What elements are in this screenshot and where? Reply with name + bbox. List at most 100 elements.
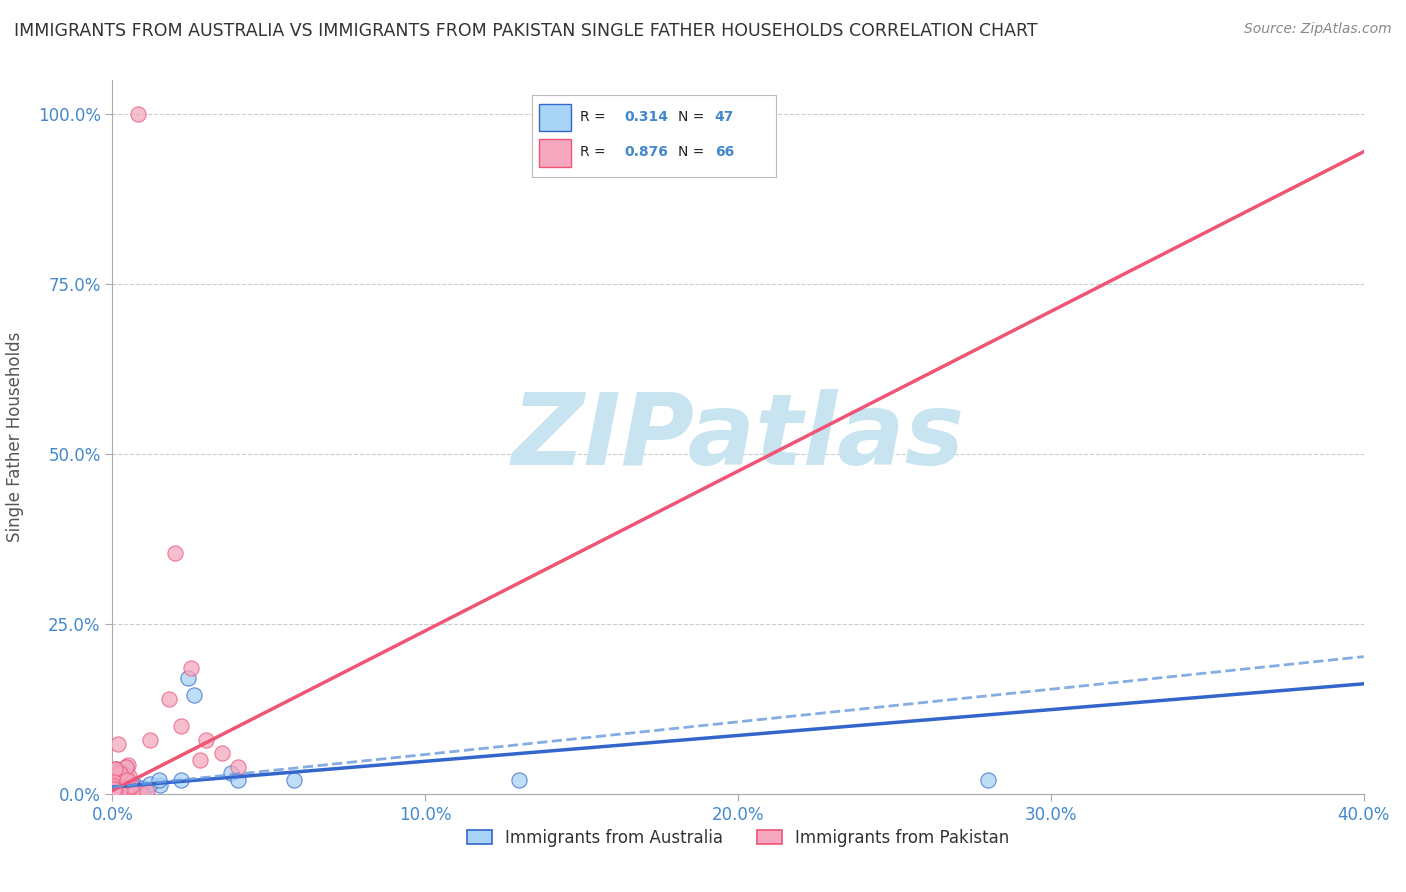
Point bbox=[112, 780, 135, 795]
Point bbox=[104, 785, 127, 799]
Point bbox=[977, 773, 1000, 788]
Point bbox=[114, 786, 136, 800]
Point bbox=[115, 759, 138, 773]
Point bbox=[508, 773, 530, 788]
Point bbox=[128, 786, 150, 800]
Point bbox=[128, 783, 150, 797]
Point bbox=[104, 785, 127, 799]
Point bbox=[110, 786, 132, 800]
Point bbox=[226, 760, 249, 774]
Point bbox=[104, 772, 127, 786]
Point bbox=[115, 776, 138, 790]
Point bbox=[103, 781, 125, 796]
Point bbox=[110, 781, 132, 796]
Point bbox=[110, 781, 132, 796]
Point bbox=[104, 762, 127, 776]
Point bbox=[117, 786, 139, 800]
Point bbox=[103, 777, 125, 791]
Point bbox=[124, 781, 146, 796]
Point bbox=[104, 780, 127, 795]
Point bbox=[148, 773, 170, 788]
Point bbox=[183, 689, 205, 703]
Point bbox=[170, 719, 193, 733]
Point bbox=[110, 767, 132, 781]
Point bbox=[283, 773, 305, 788]
Point bbox=[103, 782, 125, 797]
Point bbox=[107, 772, 129, 786]
Point bbox=[104, 762, 127, 776]
Point bbox=[110, 782, 132, 797]
Point bbox=[149, 778, 172, 792]
Point bbox=[136, 785, 159, 799]
Point bbox=[105, 781, 128, 796]
Point bbox=[111, 777, 134, 791]
Text: Source: ZipAtlas.com: Source: ZipAtlas.com bbox=[1244, 22, 1392, 37]
Point bbox=[107, 782, 129, 797]
Point bbox=[121, 776, 143, 790]
Point bbox=[107, 772, 129, 786]
Point bbox=[103, 773, 125, 788]
Point bbox=[103, 780, 125, 794]
Point bbox=[118, 785, 141, 799]
Point bbox=[135, 786, 157, 800]
Point bbox=[103, 786, 125, 800]
Point bbox=[104, 786, 127, 800]
Point bbox=[115, 785, 138, 799]
Point bbox=[120, 776, 142, 790]
Point bbox=[163, 546, 186, 560]
Point bbox=[111, 785, 134, 799]
Point bbox=[180, 661, 202, 675]
Point bbox=[221, 766, 243, 780]
Point bbox=[111, 786, 134, 800]
Point bbox=[112, 774, 135, 789]
Point bbox=[103, 781, 125, 796]
Point bbox=[120, 780, 142, 794]
Point bbox=[110, 784, 132, 798]
Point bbox=[105, 782, 128, 797]
Point bbox=[112, 770, 135, 784]
Point bbox=[103, 765, 125, 780]
Point bbox=[107, 768, 129, 782]
Point bbox=[108, 781, 131, 796]
Point bbox=[108, 786, 131, 800]
Point bbox=[108, 765, 131, 780]
Point bbox=[107, 784, 129, 798]
Point bbox=[211, 746, 233, 760]
Point bbox=[110, 763, 132, 777]
Point bbox=[117, 770, 139, 784]
Point bbox=[157, 691, 180, 706]
Point bbox=[103, 782, 125, 797]
Point bbox=[121, 786, 143, 800]
Point bbox=[131, 780, 153, 795]
Point bbox=[226, 773, 249, 788]
Point bbox=[108, 783, 131, 797]
Point bbox=[103, 777, 125, 791]
Point bbox=[104, 782, 127, 797]
Point bbox=[107, 785, 129, 799]
Point bbox=[117, 769, 139, 783]
Point bbox=[111, 783, 134, 797]
Point bbox=[103, 776, 125, 790]
Point bbox=[117, 783, 139, 797]
Point bbox=[195, 732, 218, 747]
Point bbox=[103, 779, 125, 793]
Point bbox=[107, 785, 129, 799]
Point bbox=[139, 732, 162, 747]
Point bbox=[105, 784, 128, 798]
Point bbox=[115, 785, 138, 799]
Point bbox=[103, 775, 125, 789]
Point bbox=[139, 777, 162, 791]
Point bbox=[117, 779, 139, 793]
Y-axis label: Single Father Households: Single Father Households bbox=[6, 332, 24, 542]
Point bbox=[105, 778, 128, 792]
Point bbox=[105, 763, 128, 777]
Point bbox=[103, 784, 125, 798]
Point bbox=[117, 773, 139, 788]
Point bbox=[122, 783, 145, 797]
Point bbox=[117, 758, 139, 772]
Point bbox=[107, 786, 129, 800]
Point bbox=[131, 786, 153, 800]
Point bbox=[127, 107, 149, 121]
Point bbox=[115, 786, 138, 800]
Point bbox=[105, 779, 128, 793]
